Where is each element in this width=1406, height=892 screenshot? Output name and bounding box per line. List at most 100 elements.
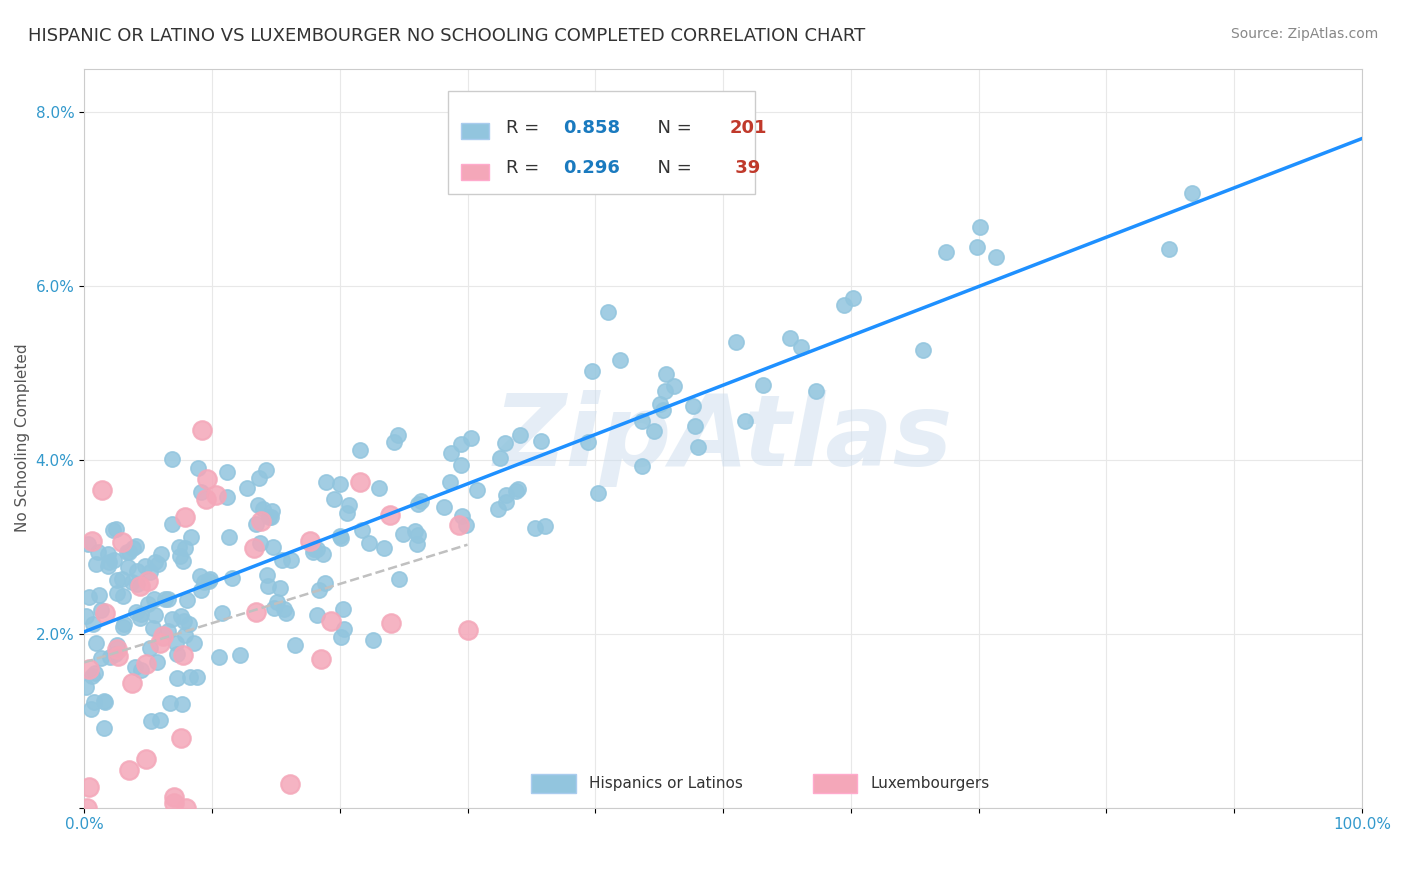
Point: [337, 498, 360, 512]
Point: [508, 482, 530, 496]
Point: [93, 722, 115, 736]
Y-axis label: No Schooling Completed: No Schooling Completed: [15, 343, 30, 533]
Point: [97, 559, 120, 574]
Point: [299, 533, 322, 548]
Point: [117, 545, 139, 559]
Point: [505, 484, 527, 499]
Point: [94, 606, 117, 620]
Point: [98, 555, 121, 569]
Point: [125, 605, 148, 619]
Point: [128, 579, 150, 593]
Point: [179, 617, 201, 632]
FancyBboxPatch shape: [449, 91, 755, 194]
Point: [198, 572, 221, 586]
Point: [180, 530, 202, 544]
Point: [162, 452, 184, 467]
Point: [186, 670, 208, 684]
FancyBboxPatch shape: [813, 774, 858, 793]
Point: [250, 514, 273, 528]
Point: [173, 628, 195, 642]
Point: [160, 516, 183, 531]
Point: [215, 490, 238, 504]
Text: R =: R =: [506, 160, 546, 178]
Point: [315, 475, 337, 489]
Point: [111, 620, 134, 634]
Point: [779, 331, 801, 345]
Point: [153, 592, 176, 607]
Point: [75, 608, 97, 623]
Point: [654, 384, 676, 399]
Point: [84, 636, 107, 650]
Point: [125, 564, 148, 578]
Point: [252, 502, 274, 516]
Point: [447, 518, 470, 533]
Point: [388, 572, 411, 586]
Point: [724, 334, 747, 349]
Point: [457, 623, 479, 637]
Point: [465, 483, 488, 498]
Point: [804, 384, 827, 398]
Point: [586, 486, 609, 500]
Point: [911, 343, 934, 357]
Point: [148, 558, 170, 572]
Point: [172, 554, 194, 568]
Point: [174, 800, 197, 814]
Point: [139, 565, 162, 579]
Point: [215, 465, 238, 479]
Point: [524, 521, 547, 535]
Point: [142, 621, 165, 635]
Point: [136, 574, 159, 588]
Point: [332, 623, 354, 637]
Point: [256, 579, 278, 593]
Point: [198, 574, 221, 588]
Point: [77, 662, 100, 676]
Text: 201: 201: [730, 119, 766, 136]
Point: [122, 541, 145, 556]
Point: [135, 751, 157, 765]
Point: [82, 534, 104, 549]
Point: [170, 731, 193, 745]
Point: [305, 541, 328, 556]
FancyBboxPatch shape: [461, 123, 489, 139]
Point: [129, 611, 152, 625]
Point: [245, 516, 267, 531]
Point: [135, 657, 157, 671]
Point: [935, 244, 957, 259]
Point: [302, 542, 325, 557]
Text: HISPANIC OR LATINO VS LUXEMBOURGER NO SCHOOLING COMPLETED CORRELATION CHART: HISPANIC OR LATINO VS LUXEMBOURGER NO SC…: [28, 27, 865, 45]
Point: [314, 576, 336, 591]
Point: [359, 536, 381, 550]
Point: [208, 650, 231, 665]
Point: [104, 522, 127, 536]
Point: [249, 535, 271, 549]
Point: [190, 485, 212, 500]
Point: [143, 555, 166, 569]
Point: [312, 548, 335, 562]
Point: [143, 592, 166, 607]
Point: [187, 461, 209, 475]
Point: [254, 463, 277, 477]
Point: [83, 666, 105, 681]
Point: [284, 638, 307, 652]
Point: [329, 477, 352, 491]
Point: [648, 397, 671, 411]
Point: [118, 545, 141, 559]
Point: [609, 353, 631, 368]
Point: [329, 630, 352, 644]
Text: N =: N =: [647, 160, 697, 178]
Point: [509, 428, 531, 442]
Point: [117, 560, 139, 574]
Text: Source: ZipAtlas.com: Source: ZipAtlas.com: [1230, 27, 1378, 41]
Point: [138, 597, 160, 611]
Point: [75, 681, 97, 695]
Point: [134, 559, 156, 574]
Point: [256, 568, 278, 582]
Point: [409, 493, 432, 508]
Point: [111, 535, 134, 549]
Point: [404, 524, 426, 538]
Point: [176, 592, 198, 607]
Point: [1181, 186, 1204, 201]
Point: [454, 518, 477, 533]
Point: [129, 663, 152, 677]
Point: [160, 612, 183, 626]
